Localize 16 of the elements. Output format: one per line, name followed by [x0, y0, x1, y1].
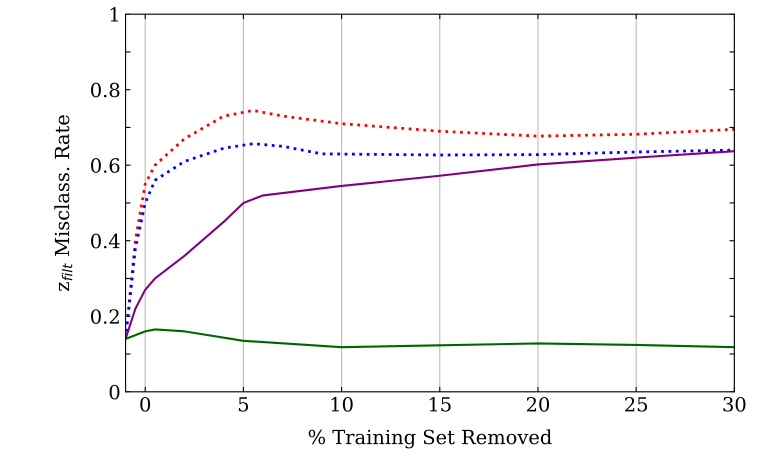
y-tick-label: 0.8 — [91, 82, 120, 98]
x-tick-label: 15 — [430, 396, 451, 412]
x-tick-label: 5 — [238, 397, 248, 412]
y-axis-title: z$_{filt}$ Misclass. Rate — [54, 115, 72, 291]
line-series — [126, 328, 734, 348]
y-tick-label: 0.6 — [91, 158, 120, 173]
y-tick-label: 0 — [110, 384, 120, 400]
y-tick-label: 0.4 — [91, 234, 120, 248]
x-axis-title: % Training Set Removed — [308, 429, 552, 448]
x-tick-label: 10 — [332, 396, 353, 412]
x-tick-label: 30 — [723, 396, 746, 412]
x-tick-label: 0 — [140, 396, 150, 412]
y-tick-label: 0.2 — [91, 309, 119, 324]
y-tick-label: 1 — [110, 7, 118, 22]
x-tick-label: 20 — [526, 396, 550, 412]
x-tick-label: 25 — [625, 396, 648, 412]
